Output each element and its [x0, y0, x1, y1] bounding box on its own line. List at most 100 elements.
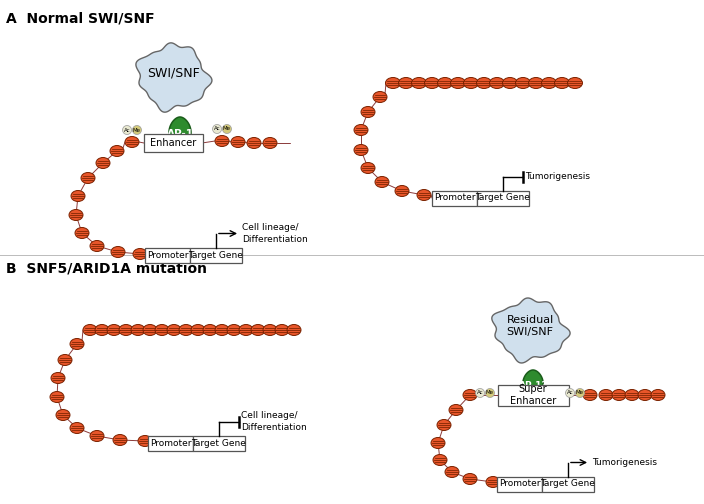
FancyBboxPatch shape: [497, 476, 542, 491]
Text: Me: Me: [133, 128, 141, 133]
Text: Super
Enhancer: Super Enhancer: [510, 384, 556, 406]
Ellipse shape: [489, 78, 505, 89]
Ellipse shape: [58, 354, 72, 365]
Text: Target Gene: Target Gene: [541, 479, 596, 488]
Text: Differentiation: Differentiation: [242, 234, 308, 243]
Ellipse shape: [555, 78, 570, 89]
Text: AP-1: AP-1: [167, 129, 194, 139]
Circle shape: [122, 125, 132, 135]
Ellipse shape: [239, 325, 253, 336]
Ellipse shape: [412, 78, 427, 89]
Ellipse shape: [138, 435, 152, 447]
Ellipse shape: [583, 390, 597, 401]
Text: AP-1?: AP-1?: [519, 381, 548, 390]
FancyBboxPatch shape: [148, 435, 193, 451]
Ellipse shape: [275, 325, 289, 336]
Ellipse shape: [417, 190, 431, 201]
Ellipse shape: [463, 78, 479, 89]
Text: Me: Me: [486, 391, 494, 396]
Ellipse shape: [231, 137, 245, 148]
Ellipse shape: [155, 325, 169, 336]
Ellipse shape: [71, 191, 85, 202]
Ellipse shape: [625, 390, 639, 401]
Circle shape: [565, 389, 574, 398]
Ellipse shape: [75, 227, 89, 238]
Ellipse shape: [398, 78, 413, 89]
Ellipse shape: [486, 476, 500, 487]
Ellipse shape: [431, 437, 445, 449]
Ellipse shape: [96, 157, 110, 168]
Ellipse shape: [131, 325, 145, 336]
Ellipse shape: [227, 325, 241, 336]
FancyBboxPatch shape: [190, 247, 242, 263]
Circle shape: [475, 389, 484, 398]
Ellipse shape: [263, 138, 277, 149]
Ellipse shape: [107, 325, 121, 336]
Ellipse shape: [515, 78, 531, 89]
FancyBboxPatch shape: [144, 134, 203, 152]
Circle shape: [213, 124, 222, 134]
Ellipse shape: [81, 172, 95, 183]
Ellipse shape: [433, 455, 447, 466]
Ellipse shape: [70, 422, 84, 433]
Ellipse shape: [375, 176, 389, 187]
Ellipse shape: [113, 434, 127, 446]
Polygon shape: [523, 370, 543, 394]
FancyBboxPatch shape: [193, 435, 245, 451]
Ellipse shape: [451, 78, 465, 89]
Ellipse shape: [354, 124, 368, 136]
Ellipse shape: [167, 325, 181, 336]
Text: Residual
SWI/SNF: Residual SWI/SNF: [506, 315, 553, 337]
Text: Enhancer: Enhancer: [150, 138, 196, 148]
Text: Tumorigenesis: Tumorigenesis: [525, 172, 590, 181]
Text: Ac: Ac: [124, 128, 130, 133]
Polygon shape: [492, 298, 570, 363]
Ellipse shape: [95, 325, 109, 336]
Ellipse shape: [477, 78, 491, 89]
Ellipse shape: [51, 372, 65, 384]
Ellipse shape: [110, 146, 124, 157]
Ellipse shape: [83, 325, 97, 336]
Ellipse shape: [463, 390, 477, 401]
Text: Me: Me: [576, 391, 584, 396]
Ellipse shape: [437, 419, 451, 430]
Ellipse shape: [503, 78, 517, 89]
Text: Target Gene: Target Gene: [476, 194, 530, 203]
Ellipse shape: [56, 409, 70, 420]
FancyBboxPatch shape: [145, 247, 190, 263]
Ellipse shape: [179, 325, 193, 336]
Circle shape: [486, 389, 494, 398]
Ellipse shape: [50, 392, 64, 403]
Ellipse shape: [386, 78, 401, 89]
FancyBboxPatch shape: [498, 385, 569, 406]
Ellipse shape: [143, 325, 157, 336]
Ellipse shape: [651, 390, 665, 401]
Ellipse shape: [215, 325, 229, 336]
Text: Tumorigenesis: Tumorigenesis: [592, 458, 657, 467]
Ellipse shape: [529, 78, 543, 89]
Ellipse shape: [215, 136, 229, 147]
Ellipse shape: [567, 78, 582, 89]
FancyBboxPatch shape: [477, 191, 529, 206]
Ellipse shape: [463, 473, 477, 484]
Ellipse shape: [90, 430, 104, 442]
Ellipse shape: [251, 325, 265, 336]
FancyBboxPatch shape: [432, 191, 477, 206]
Ellipse shape: [541, 78, 556, 89]
Circle shape: [132, 125, 142, 135]
Ellipse shape: [354, 145, 368, 156]
Ellipse shape: [449, 405, 463, 415]
Ellipse shape: [373, 92, 387, 102]
Polygon shape: [136, 43, 212, 112]
Ellipse shape: [425, 78, 439, 89]
Text: B  SNF5/ARID1A mutation: B SNF5/ARID1A mutation: [6, 261, 207, 275]
Ellipse shape: [599, 390, 613, 401]
Text: Promoter: Promoter: [498, 479, 540, 488]
Ellipse shape: [361, 106, 375, 117]
Text: Cell lineage/: Cell lineage/: [241, 411, 298, 420]
Ellipse shape: [69, 210, 83, 221]
Ellipse shape: [445, 467, 459, 477]
Text: Ac: Ac: [477, 391, 484, 396]
Ellipse shape: [119, 325, 133, 336]
Text: A  Normal SWI/SNF: A Normal SWI/SNF: [6, 12, 155, 26]
